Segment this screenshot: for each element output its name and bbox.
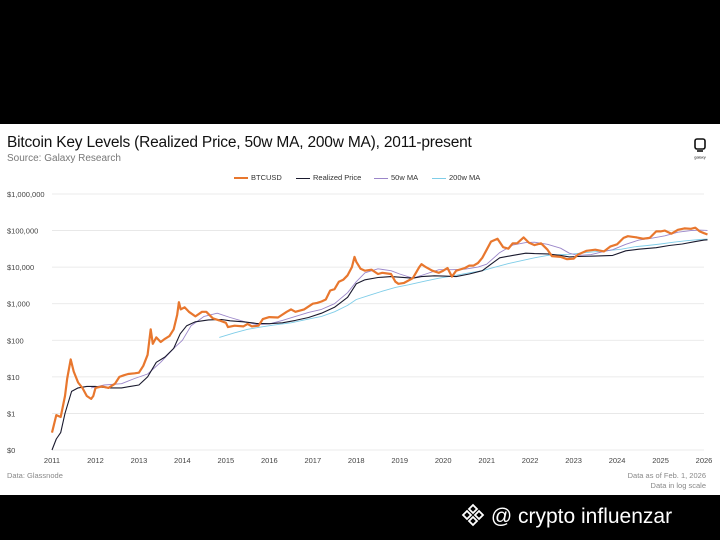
x-tick-label: 2012	[87, 456, 104, 465]
x-tick-label: 2025	[652, 456, 669, 465]
y-tick-label: $1	[7, 409, 15, 418]
x-tick-label: 2021	[478, 456, 495, 465]
legend-label: 50w MA	[391, 173, 419, 182]
y-tick-label: $100,000	[7, 227, 38, 236]
series-line-realized-price	[51, 239, 708, 451]
x-tick-label: 2022	[522, 456, 539, 465]
legend-item: BTCUSD	[234, 173, 282, 182]
x-tick-label: 2015	[218, 456, 235, 465]
chart-card: Bitcoin Key Levels (Realized Price, 50w …	[0, 124, 720, 495]
binance-diamond-icon	[461, 503, 485, 527]
x-tick-label: 2016	[261, 456, 278, 465]
chart-title: Bitcoin Key Levels (Realized Price, 50w …	[7, 134, 472, 151]
x-tick-label: 2020	[435, 456, 452, 465]
legend-swatch	[296, 177, 310, 179]
x-tick-label: 2023	[565, 456, 582, 465]
galaxy-logo: galaxy	[694, 138, 706, 160]
y-tick-label: $10	[7, 373, 20, 382]
x-tick-label: 2014	[174, 456, 191, 465]
series-line-btcusd	[50, 226, 708, 433]
legend-label: Realized Price	[313, 173, 362, 182]
x-tick-label: 2019	[391, 456, 408, 465]
y-tick-label: $1,000,000	[7, 190, 45, 199]
x-tick-label: 2018	[348, 456, 365, 465]
data-as-of-note: Data as of Feb. 1, 2026	[627, 471, 706, 480]
log-scale-note: Data in log scale	[650, 481, 706, 490]
watermark: @ crypto influenzar	[461, 503, 672, 529]
logo-text: galaxy	[694, 155, 706, 160]
x-tick-label: 2026	[696, 456, 713, 465]
legend-swatch	[374, 177, 388, 179]
legend-item: 200w MA	[432, 173, 480, 182]
watermark-text: @ crypto influenzar	[490, 505, 673, 528]
series-line-200w-ma	[219, 238, 708, 338]
x-tick-label: 2017	[304, 456, 321, 465]
y-tick-label: $10,000	[7, 263, 34, 272]
y-tick-label: $0	[7, 446, 15, 455]
x-tick-label: 2024	[609, 456, 626, 465]
legend-label: 200w MA	[449, 173, 481, 182]
legend-swatch	[432, 177, 446, 179]
legend-label: BTCUSD	[251, 173, 282, 182]
legend-item: Realized Price	[296, 173, 361, 182]
x-tick-label: 2013	[131, 456, 148, 465]
x-tick-label: 2011	[44, 456, 60, 465]
y-tick-label: $1,000	[7, 300, 30, 309]
legend-item: 50w MA	[374, 173, 418, 182]
chart-source: Source: Galaxy Research	[7, 153, 121, 164]
data-source-note: Data: Glassnode	[7, 471, 63, 480]
chart-legend: BTCUSD Realized Price 50w MA 200w MA	[0, 173, 720, 187]
legend-swatch	[234, 177, 248, 180]
y-tick-label: $100	[7, 336, 24, 345]
